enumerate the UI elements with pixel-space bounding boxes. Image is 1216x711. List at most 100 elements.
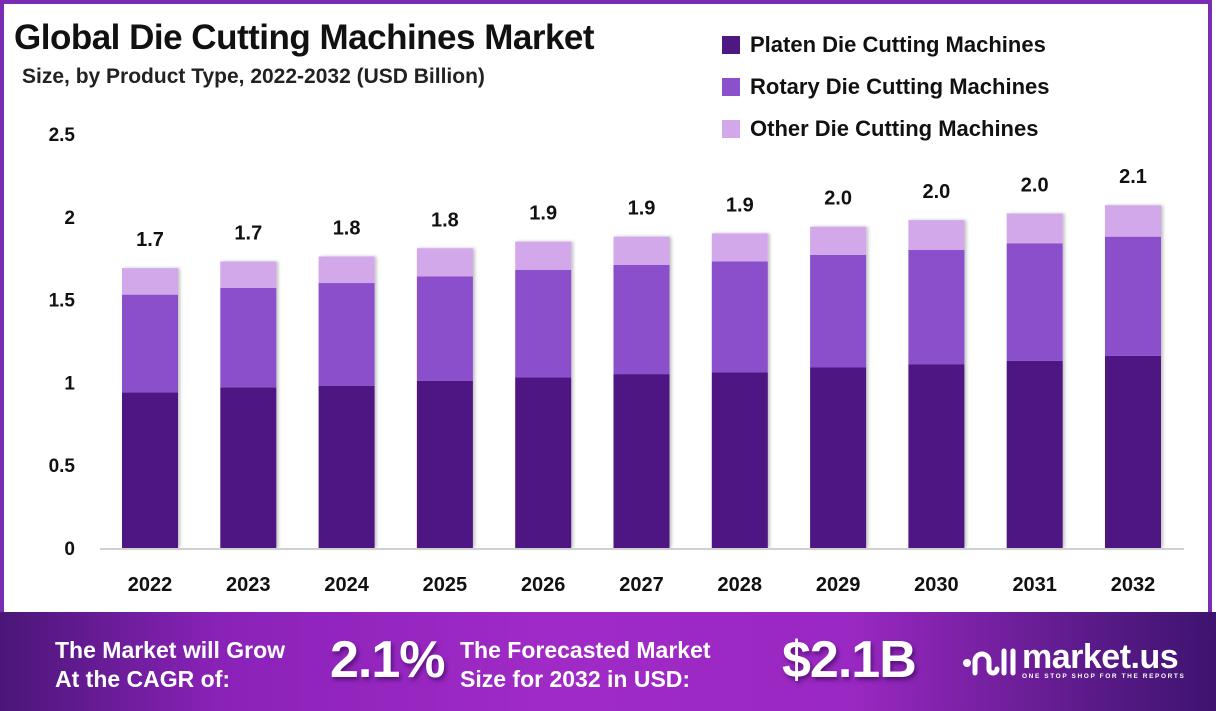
y-tick-label: 1 (64, 373, 75, 394)
x-tick-label: 2022 (128, 574, 173, 596)
x-tick-label: 2032 (1111, 574, 1156, 596)
x-tick-label: 2023 (226, 574, 271, 596)
bar-stack (220, 261, 277, 548)
bar-stack (318, 256, 375, 548)
y-tick-label: 0.5 (49, 456, 76, 477)
x-tick-label: 2030 (914, 574, 959, 596)
bar-segment-other (220, 261, 277, 289)
data-label: 1.7 (234, 223, 262, 245)
legend-item-platen: Platen Die Cutting Machines (722, 24, 1049, 66)
bar-stack (1006, 213, 1063, 548)
cagr-value: 2.1% (330, 631, 446, 689)
x-tick-label: 2027 (619, 574, 664, 596)
legend-swatch-rotary (722, 78, 740, 96)
legend-label-platen: Platen Die Cutting Machines (750, 32, 1046, 57)
bar-segment-other (908, 220, 965, 250)
bar-segment-platen (1105, 355, 1161, 548)
legend-swatch-other (722, 120, 740, 138)
bar-segment-rotary (416, 276, 473, 381)
bar-segment-platen (711, 372, 768, 548)
bar-segment-rotary (613, 264, 670, 375)
bar-segment-other (318, 256, 375, 284)
forecast-caption-line1: The Forecasted Market (460, 637, 711, 663)
data-label: 2.0 (1021, 174, 1049, 196)
bar-segment-other (1006, 213, 1063, 244)
bar-segment-platen (220, 387, 277, 548)
x-tick-label: 2029 (816, 574, 861, 596)
bar-segment-other (613, 236, 670, 265)
legend-label-other: Other Die Cutting Machines (750, 116, 1039, 141)
chart-subtitle: Size, by Product Type, 2022-2032 (USD Bi… (22, 65, 485, 88)
bar-segment-other (122, 268, 178, 295)
x-tick-label: 2028 (718, 574, 763, 596)
forecast-caption-line2: Size for 2032 in USD: (460, 666, 691, 692)
x-tick-label: 2031 (1012, 574, 1057, 596)
bar-segment-other (810, 226, 867, 255)
legend-item-rotary: Rotary Die Cutting Machines (722, 66, 1049, 108)
data-label: 1.7 (136, 229, 164, 251)
bar-segment-rotary (122, 294, 178, 393)
forecast-value: $2.1B (782, 631, 917, 689)
data-label: 1.8 (431, 209, 459, 231)
data-label: 1.9 (628, 198, 656, 220)
bar-segment-platen (122, 392, 178, 548)
bar-stack (810, 226, 867, 548)
bar-segment-platen (318, 385, 375, 548)
data-label: 1.8 (333, 218, 361, 240)
bar-segment-rotary (711, 261, 768, 373)
bar-segment-other (515, 241, 572, 270)
legend-item-other: Other Die Cutting Machines (722, 108, 1049, 150)
summary-banner: The Market will Grow At the CAGR of: 2.1… (0, 612, 1216, 711)
y-tick-label: 2 (64, 208, 75, 229)
x-axis: 2022 2023 2024 2025 2026 2027 2028 2029 2030 2031… (128, 574, 1156, 596)
chart-title: Global Die Cutting Machines Market (14, 18, 595, 57)
data-label: 2.0 (922, 181, 950, 203)
x-tick-label: 2025 (423, 574, 468, 596)
bar-segment-platen (810, 367, 867, 548)
bar-segment-platen (1006, 360, 1063, 548)
cagr-caption: The Market will Grow At the CAGR of: (55, 636, 285, 694)
bar-stack (908, 220, 965, 548)
y-axis: 0 0.5 1 1.5 2 2.5 (49, 125, 76, 560)
market-us-logo: market.us ONE STOP SHOP FOR THE REPORTS (962, 638, 1186, 680)
bar-segment-rotary (1105, 236, 1161, 356)
bar-segment-other (711, 233, 768, 262)
data-label: 1.9 (726, 194, 754, 216)
bar-stack (1105, 205, 1161, 548)
bar-stack (515, 241, 572, 548)
x-tick-label: 2024 (324, 574, 369, 596)
bar-segment-platen (515, 377, 572, 548)
logo-name: market.us (1022, 638, 1179, 676)
data-label: 1.9 (529, 203, 557, 225)
data-label: 2.0 (824, 188, 852, 210)
bar-segment-platen (908, 364, 965, 548)
y-tick-label: 0 (64, 539, 75, 560)
data-labels: 1.7 1.7 1.8 1.8 1.9 1.9 1.9 2.0 2.0 2.0 2.1 (136, 166, 1147, 251)
bar-segment-other (1105, 205, 1161, 237)
bar-segment-platen (416, 380, 473, 548)
y-tick-label: 1.5 (49, 291, 76, 312)
bars (122, 205, 1161, 548)
stacked-bar-chart: 00.511.522.5 2022 2023 2024 2025 2026 2027 202… (49, 125, 1184, 596)
logo-tagline: ONE STOP SHOP FOR THE REPORTS (1022, 673, 1186, 680)
logo-mark-icon (963, 648, 1016, 676)
cagr-caption-line2: At the CAGR of: (55, 666, 231, 692)
bar-segment-rotary (318, 283, 375, 386)
forecast-caption: The Forecasted Market Size for 2032 in U… (460, 636, 711, 694)
bar-segment-rotary (1006, 243, 1063, 361)
bar-segment-platen (613, 374, 670, 548)
bar-stack (122, 268, 178, 548)
bar-stack (613, 236, 670, 548)
bar-stack (711, 233, 768, 548)
legend-swatch-platen (722, 36, 740, 54)
x-tick-label: 2026 (521, 574, 566, 596)
y-tick-label: 2.5 (49, 125, 76, 146)
legend-label-rotary: Rotary Die Cutting Machines (750, 74, 1050, 99)
data-label: 2.1 (1119, 166, 1147, 188)
legend: Platen Die Cutting Machines Rotary Die C… (722, 24, 1049, 150)
cagr-caption-line1: The Market will Grow (55, 637, 286, 663)
bar-stack (416, 248, 473, 548)
bar-segment-rotary (220, 288, 277, 388)
bar-segment-rotary (810, 254, 867, 368)
bar-segment-rotary (908, 249, 965, 365)
